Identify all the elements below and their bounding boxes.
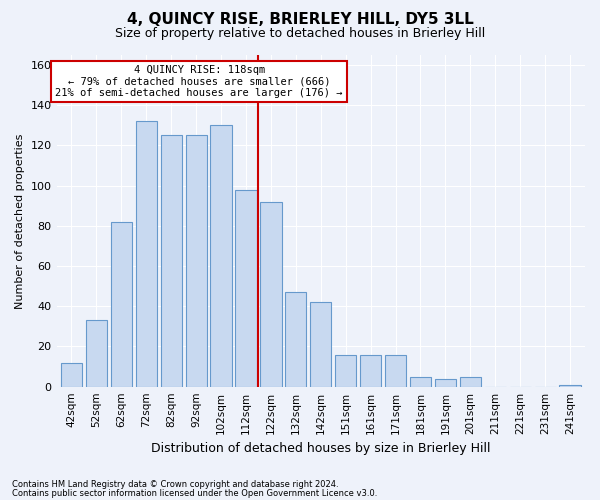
Text: 4, QUINCY RISE, BRIERLEY HILL, DY5 3LL: 4, QUINCY RISE, BRIERLEY HILL, DY5 3LL xyxy=(127,12,473,28)
Bar xyxy=(61,362,82,386)
Bar xyxy=(385,354,406,386)
Bar xyxy=(285,292,307,386)
Bar xyxy=(185,136,207,386)
Bar xyxy=(161,136,182,386)
Bar xyxy=(111,222,132,386)
Bar xyxy=(559,384,581,386)
X-axis label: Distribution of detached houses by size in Brierley Hill: Distribution of detached houses by size … xyxy=(151,442,491,455)
Bar xyxy=(460,376,481,386)
Bar xyxy=(360,354,381,386)
Bar xyxy=(211,126,232,386)
Text: Contains public sector information licensed under the Open Government Licence v3: Contains public sector information licen… xyxy=(12,488,377,498)
Bar xyxy=(410,376,431,386)
Text: Contains HM Land Registry data © Crown copyright and database right 2024.: Contains HM Land Registry data © Crown c… xyxy=(12,480,338,489)
Bar xyxy=(235,190,257,386)
Bar xyxy=(260,202,281,386)
Y-axis label: Number of detached properties: Number of detached properties xyxy=(15,133,25,308)
Text: Size of property relative to detached houses in Brierley Hill: Size of property relative to detached ho… xyxy=(115,28,485,40)
Text: 4 QUINCY RISE: 118sqm
← 79% of detached houses are smaller (666)
21% of semi-det: 4 QUINCY RISE: 118sqm ← 79% of detached … xyxy=(55,65,343,98)
Bar xyxy=(310,302,331,386)
Bar xyxy=(435,378,456,386)
Bar xyxy=(335,354,356,386)
Bar xyxy=(136,122,157,386)
Bar xyxy=(86,320,107,386)
